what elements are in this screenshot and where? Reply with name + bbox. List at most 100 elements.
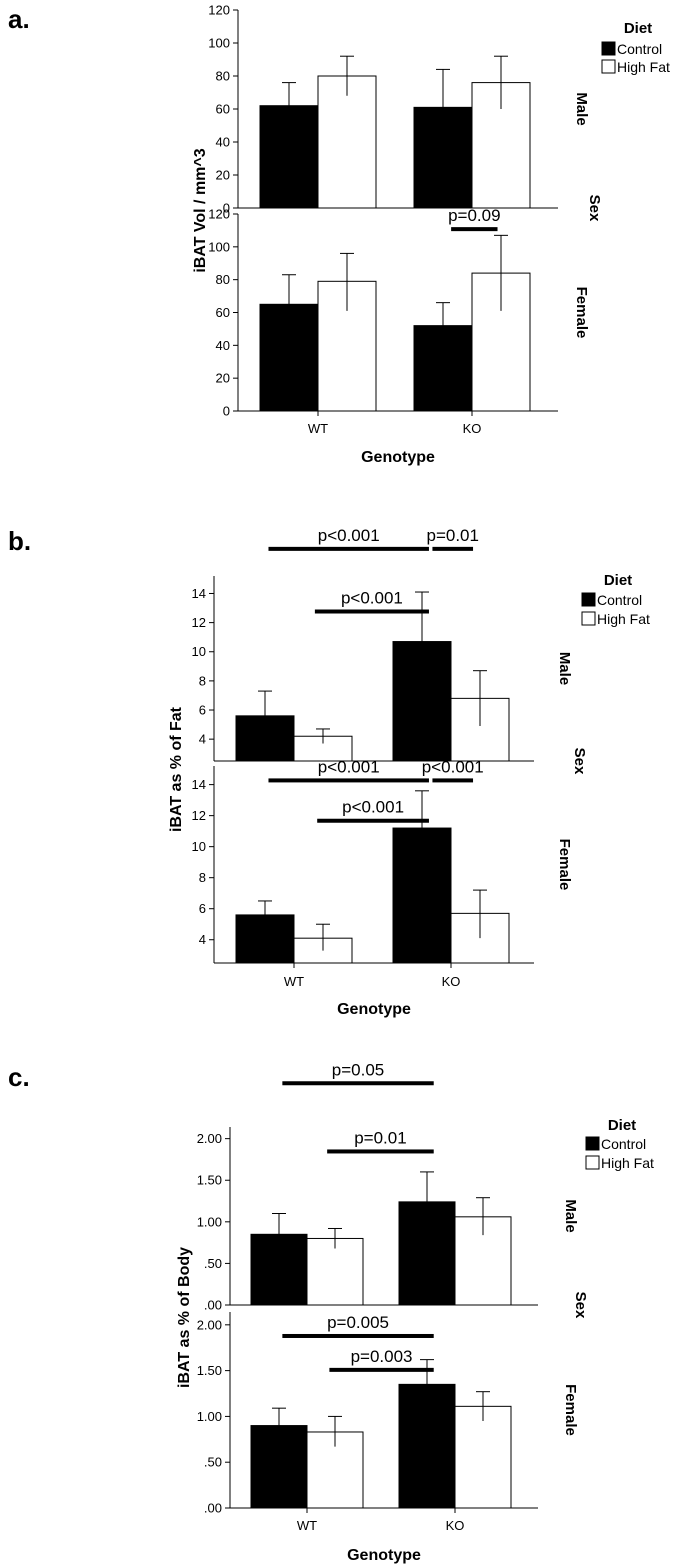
significance-bar <box>282 1081 434 1086</box>
y-tick-label: 100 <box>208 36 230 51</box>
x-tick-label: KO <box>463 421 482 436</box>
error-bar <box>476 1197 490 1236</box>
y-tick-label: 20 <box>216 168 230 183</box>
significance-annotation: p=0.01 <box>327 1128 434 1154</box>
significance-bar <box>282 1333 434 1338</box>
error-bar <box>258 690 272 740</box>
p-value-label: p=0.09 <box>448 206 500 225</box>
y-tick-label: 4 <box>199 732 206 747</box>
legend-swatch <box>585 1155 600 1170</box>
significance-bar <box>432 778 474 783</box>
legend-label: High Fat <box>601 1155 654 1171</box>
panel-letter: c. <box>8 1062 30 1092</box>
y-tick-label: 6 <box>199 901 206 916</box>
facet-female: 0 20 40 60 80 100 120 Female p=0.09 <box>208 206 590 418</box>
y-tick-label: 120 <box>208 207 230 222</box>
y-tick-label: 10 <box>192 839 206 854</box>
y-tick-label: 0 <box>223 404 230 419</box>
y-tick-label: .50 <box>204 1256 222 1271</box>
significance-bar <box>268 778 429 783</box>
error-bar <box>420 1171 434 1235</box>
error-bar <box>436 302 450 349</box>
significance-bar <box>432 546 474 551</box>
y-tick-label: 100 <box>208 239 230 254</box>
bar-high-fat-wt <box>317 75 377 209</box>
significance-annotation: p<0.001 <box>314 589 429 614</box>
x-axis-title: Genotype <box>347 1547 421 1564</box>
y-tick-label: 1.50 <box>197 1363 222 1378</box>
x-tick-label: WT <box>308 421 328 436</box>
y-tick-label: 8 <box>199 673 206 688</box>
bar-high-fat-ko <box>454 1405 512 1509</box>
facet-male: .00 .50 1.00 1.50 2.00 Male p=0.05 p=0.01 <box>197 1060 579 1312</box>
y-tick-label: 40 <box>216 338 230 353</box>
facet-male: 0 20 40 60 80 100 120 Male <box>208 3 590 216</box>
legend: Diet Control High Fat <box>581 572 650 627</box>
y-tick-label: 8 <box>199 870 206 885</box>
facet-group-title: Sex <box>586 195 603 222</box>
error-bar <box>282 82 296 123</box>
significance-bar <box>317 818 429 823</box>
error-bar <box>328 1415 342 1447</box>
significance-annotation: p<0.001 <box>268 757 429 783</box>
significance-bar <box>329 1367 434 1372</box>
y-tick-label: 40 <box>216 135 230 150</box>
p-value-label: p=0.003 <box>351 1347 413 1366</box>
x-tick-label: WT <box>297 1518 317 1533</box>
y-tick-label: 2.00 <box>197 1317 222 1332</box>
x-axis-title: Genotype <box>361 449 435 466</box>
panel-letter: b. <box>8 526 31 556</box>
y-tick-label: 10 <box>192 644 206 659</box>
legend-swatch <box>601 59 616 74</box>
y-tick-label: 12 <box>192 808 206 823</box>
y-tick-label: .50 <box>204 1455 222 1470</box>
y-tick-label: 80 <box>216 272 230 287</box>
facet-label: Male <box>562 1199 579 1232</box>
legend-swatch <box>581 611 596 626</box>
error-bar <box>476 1391 490 1421</box>
facet-group-title: Sex <box>572 1292 589 1319</box>
error-bar <box>340 252 354 311</box>
significance-bar <box>314 609 429 614</box>
y-tick-label: 14 <box>192 586 206 601</box>
facet-female: 4 6 8 10 12 14 Female p<0.001 p<0.001 p<0.001 <box>192 757 573 964</box>
significance-annotation: p=0.01 <box>426 526 479 551</box>
facet-label: Female <box>562 1384 579 1436</box>
panel-c: c. .00 .50 1.00 1.50 2.00 Male p=0.05 p=0.01 .00.… <box>8 1060 654 1564</box>
significance-annotation: p=0.05 <box>282 1060 434 1086</box>
y-tick-label: 60 <box>216 102 230 117</box>
bar-control-wt <box>259 105 319 209</box>
panel-b: b. 4 6 8 10 12 14 Male p<0.001 p=0.01 p<0.001 4 6 8 10… <box>8 526 650 1018</box>
y-tick-label: 0 <box>223 201 230 216</box>
y-tick-label: 2.00 <box>197 1131 222 1146</box>
p-value-label: p=0.01 <box>426 526 478 545</box>
x-tick-label: WT <box>284 974 304 989</box>
facet-label: Male <box>573 92 590 125</box>
p-value-label: p<0.001 <box>318 757 380 776</box>
y-axis-title: iBAT Vol / mm^3 <box>192 148 209 272</box>
y-tick-label: 1.00 <box>197 1214 222 1229</box>
y-tick-label: .00 <box>204 1501 222 1516</box>
p-value-label: p=0.005 <box>327 1313 389 1332</box>
y-tick-label: 6 <box>199 703 206 718</box>
error-bar <box>473 889 487 939</box>
p-value-label: p<0.001 <box>341 589 403 608</box>
y-tick-label: 80 <box>216 69 230 84</box>
p-value-label: p<0.001 <box>422 757 484 776</box>
significance-bar <box>268 546 429 551</box>
significance-annotation: p=0.003 <box>329 1347 434 1372</box>
error-bar <box>436 68 450 139</box>
error-bar <box>415 591 429 692</box>
error-bar <box>316 923 330 951</box>
error-bar <box>494 234 508 311</box>
error-bar <box>316 728 330 744</box>
facet-male: 4 6 8 10 12 14 Male p<0.001 p=0.01 p<0.001 <box>192 526 573 762</box>
y-axis-title: iBAT as % of Fat <box>168 706 185 832</box>
legend-label: High Fat <box>617 59 670 75</box>
legend-label: Control <box>617 41 662 57</box>
significance-bar <box>451 227 498 232</box>
legend-title: Diet <box>624 20 652 37</box>
x-tick-label: KO <box>446 1518 465 1533</box>
significance-bar <box>327 1149 434 1154</box>
